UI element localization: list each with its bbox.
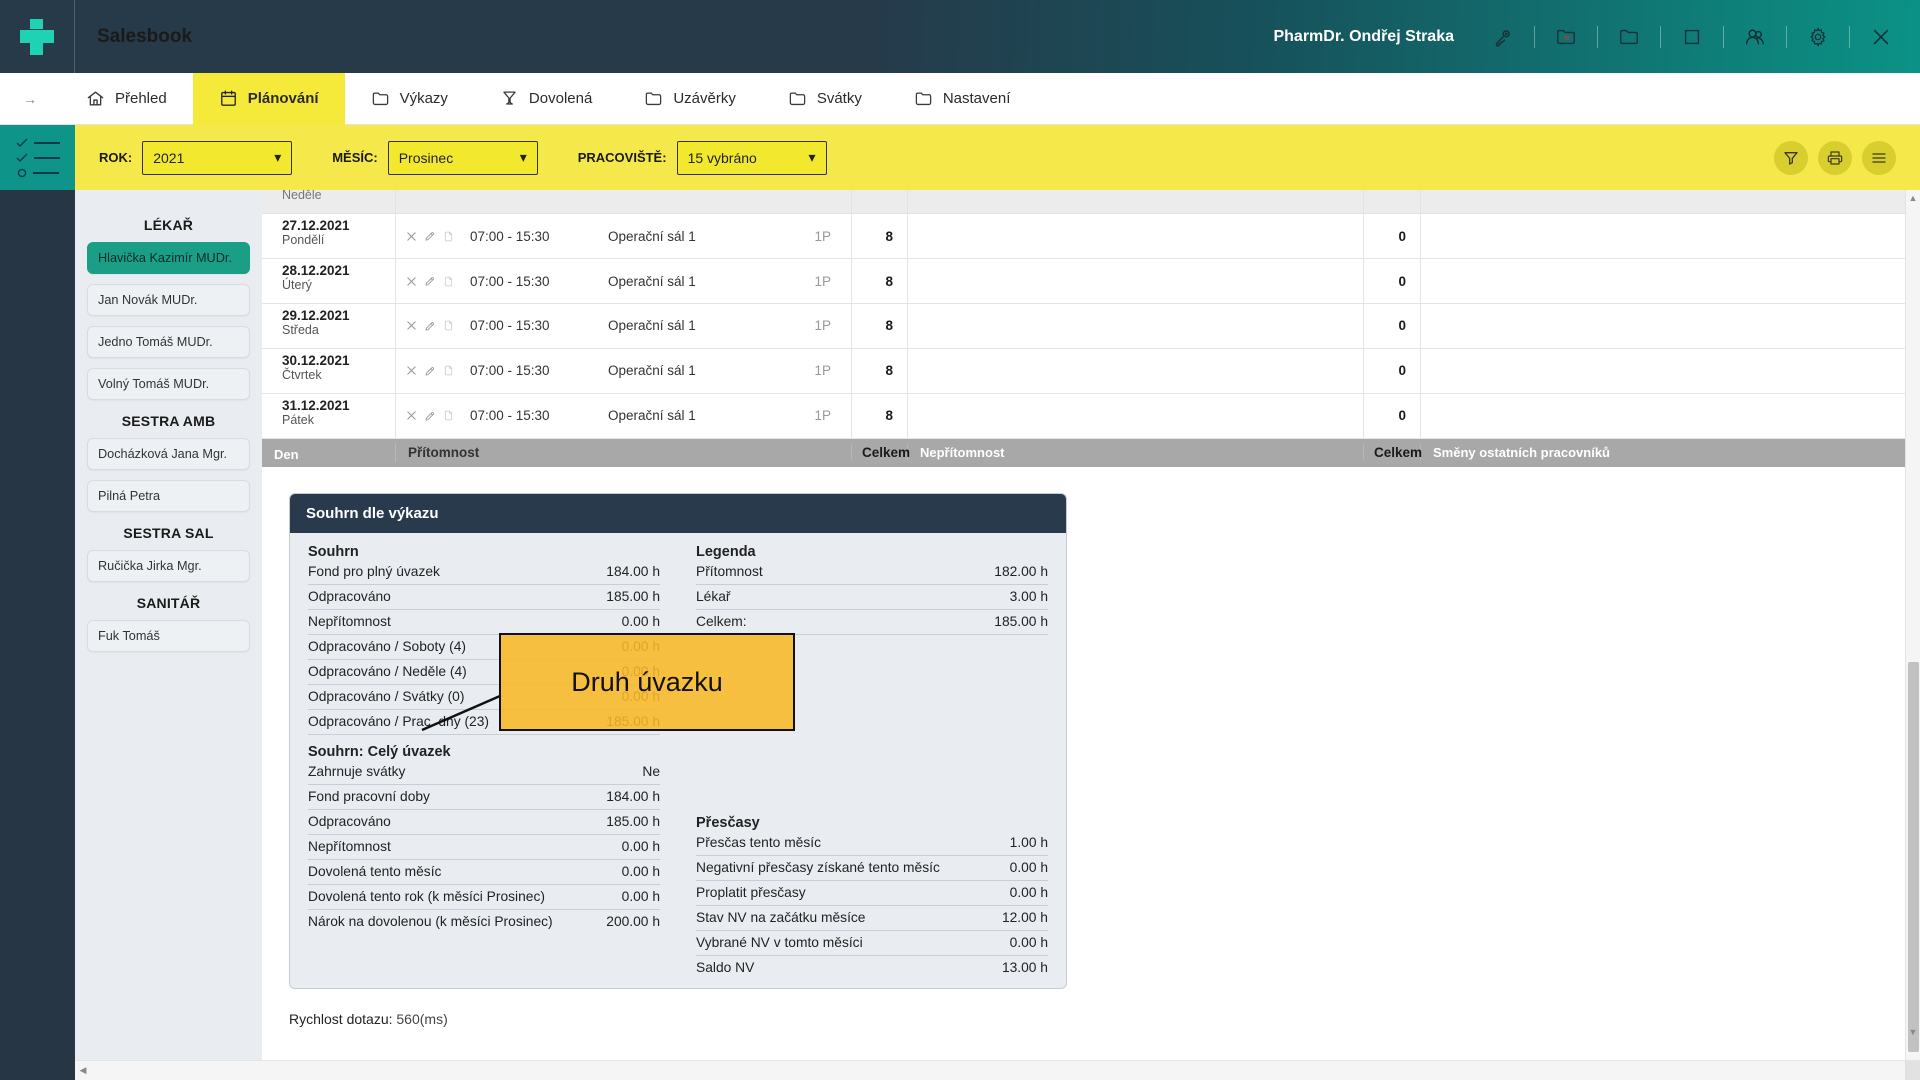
svg-text:N: N bbox=[1564, 35, 1569, 42]
